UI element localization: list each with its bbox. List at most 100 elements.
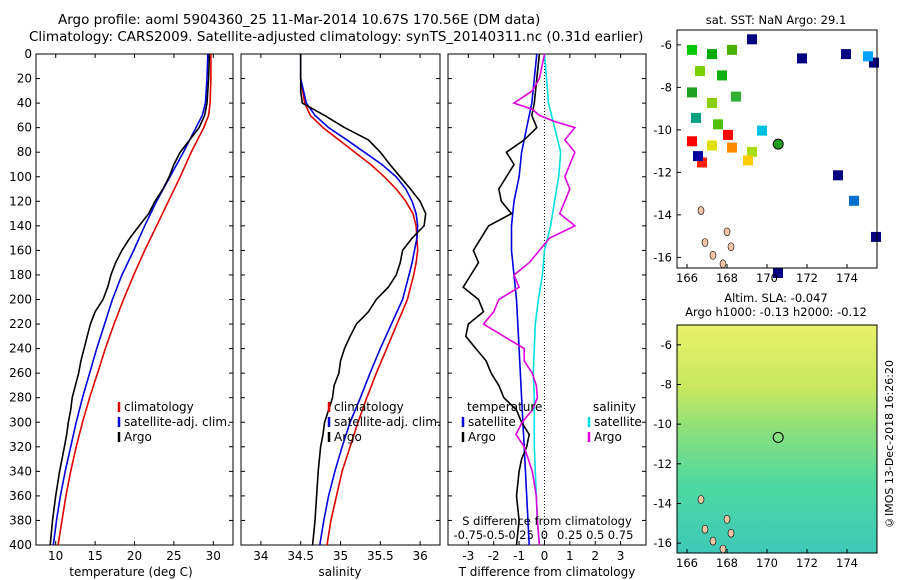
- sst-cell: [697, 157, 707, 168]
- x-tick-label: -2: [488, 549, 500, 563]
- x-tick-label: 170: [756, 271, 778, 285]
- x-tick-label: 172: [796, 556, 818, 570]
- island: [709, 251, 717, 260]
- series-line-s-argo: [482, 53, 577, 546]
- sst-cell: [707, 140, 717, 151]
- x-tick-label: 2: [591, 549, 599, 563]
- y-tick-label: 260: [9, 366, 32, 380]
- series-line-satellite-adj-clim-: [299, 54, 419, 546]
- x-tick-label: 174: [836, 556, 858, 570]
- difference-xlabel-top: S difference from climatology: [462, 514, 632, 528]
- y-tick-label: 20: [17, 72, 32, 86]
- y-tick-label: 400: [9, 538, 32, 552]
- plot-frame: [240, 53, 441, 546]
- y-tick-label: -10: [653, 123, 672, 137]
- y-tick-label: 160: [9, 243, 32, 257]
- y-tick-label: 300: [9, 415, 32, 429]
- x-tick-label: 166: [676, 556, 698, 570]
- y-tick-label: -14: [653, 208, 672, 222]
- y-tick-label: -16: [653, 250, 672, 264]
- sst-cell: [731, 91, 741, 102]
- salinity-legend: climatology satellite-adj. clim. Argo: [327, 400, 441, 444]
- sst-cell: [841, 49, 851, 60]
- sst-cell: [863, 51, 873, 62]
- y-tick-label: 340: [9, 464, 32, 478]
- y-tick-label: -12: [653, 457, 672, 471]
- y-tick-label: 40: [17, 96, 32, 110]
- legend-label-s-satellite: satellite: [594, 415, 642, 429]
- x-tick-label: -3: [462, 549, 474, 563]
- sst-cell: [723, 129, 733, 140]
- x-tick-label: 3: [617, 549, 625, 563]
- y-tick-label: -16: [653, 536, 672, 550]
- legend-label-satellite: satellite-adj. clim.: [334, 415, 441, 429]
- x-tick-label: 36: [412, 549, 427, 563]
- sst-cell: [871, 231, 881, 242]
- temperature-panel: 0 20 40 60 80 100 120 140 160 180 200 220 240 260 280 3…: [9, 47, 234, 563]
- argo-marker: [772, 431, 784, 443]
- y-tick-label: 360: [9, 489, 32, 503]
- sst-cell: [687, 136, 697, 147]
- x-tick-label: 168: [716, 556, 738, 570]
- sst-cell: [707, 98, 717, 108]
- y-tick-label: 380: [9, 513, 32, 527]
- series-line-s-satellite: [532, 53, 562, 546]
- x-tick-label: -1: [513, 549, 525, 563]
- island: [727, 242, 735, 252]
- y-tick-label: 320: [9, 440, 32, 454]
- x-tick-label: 34.5: [287, 549, 314, 563]
- argo-marker: [772, 138, 784, 150]
- temperature-xlabel: temperature (deg C): [69, 565, 192, 579]
- island: [701, 524, 709, 534]
- s-tick-label: 0.75: [608, 528, 634, 542]
- series-line-climatology: [299, 54, 419, 546]
- island: [701, 238, 709, 247]
- legend-label-t-satellite: satellite: [468, 415, 516, 429]
- sst-cell: [717, 70, 727, 81]
- sst-cell: [773, 268, 783, 278]
- y-tick-label: 180: [9, 268, 32, 282]
- difference-panel: -3 -2 -1 0 1 2 3 -0.75 -0.5 -0.25 0 0.25 0.5 0.75: [447, 53, 647, 563]
- sst-cell: [757, 125, 767, 136]
- s-tick-label: -0.5: [482, 528, 504, 542]
- sst-cell: [747, 146, 757, 157]
- island: [719, 544, 727, 554]
- s-tick-label: 0.5: [586, 528, 604, 542]
- s-tick-label: 0: [541, 528, 548, 542]
- sst-cell: [687, 44, 697, 55]
- y-tick-label: -6: [661, 338, 672, 352]
- sla-field: [677, 325, 877, 553]
- sst-cell: [693, 151, 703, 162]
- y-tick-label: 200: [9, 293, 32, 307]
- y-tick-label: 100: [9, 170, 32, 184]
- y-tick-label: 280: [9, 391, 32, 405]
- legend-label-argo: Argo: [334, 430, 362, 444]
- s-tick-label: -0.25: [504, 528, 534, 542]
- y-tick-label: 140: [9, 219, 32, 233]
- difference-xlabel: T difference from climatology: [458, 565, 636, 579]
- difference-legend: temperature satellite Argo salinity sate…: [461, 400, 642, 444]
- x-tick-label: 10: [48, 549, 63, 563]
- x-tick-label: 168: [716, 271, 738, 285]
- sst-cell: [743, 155, 753, 166]
- sst-cell: [687, 87, 697, 98]
- x-tick-label: 15: [87, 549, 102, 563]
- sst-cell: [691, 112, 701, 123]
- x-tick-label: 166: [676, 271, 698, 285]
- salinity-panel: 34 34.5 35 35.5 36: [240, 53, 441, 563]
- legend-label-climatology: climatology: [124, 400, 194, 414]
- s-tick-label: 0.25: [557, 528, 583, 542]
- imos-timestamp: ©IMOS 13-Dec-2018 16:26:20: [883, 360, 896, 529]
- y-tick-label: 0: [24, 47, 32, 61]
- series-line-argo: [49, 53, 211, 546]
- sla-map-title-1: Altim. SLA: -0.047: [724, 291, 828, 305]
- y-tick-label: -8: [661, 377, 672, 391]
- y-tick-label: -14: [653, 496, 672, 510]
- y-tick-label: 220: [9, 317, 32, 331]
- sst-cell: [727, 44, 737, 55]
- x-tick-label: 35: [333, 549, 348, 563]
- x-tick-label: 35.5: [367, 549, 394, 563]
- sst-cell: [695, 66, 705, 77]
- island: [709, 536, 717, 546]
- sst-cell: [707, 49, 717, 60]
